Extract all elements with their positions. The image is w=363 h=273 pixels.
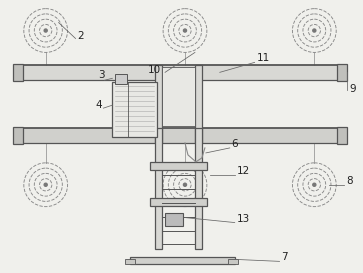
Text: 10: 10 bbox=[148, 65, 161, 75]
Bar bbox=[337, 127, 347, 144]
Circle shape bbox=[183, 183, 187, 186]
Bar bbox=[125, 259, 135, 264]
Circle shape bbox=[44, 183, 47, 186]
Bar bbox=[113, 82, 157, 137]
Bar bbox=[165, 213, 183, 225]
Bar bbox=[150, 162, 207, 170]
Circle shape bbox=[44, 29, 47, 32]
Text: 4: 4 bbox=[95, 100, 102, 110]
Text: 13: 13 bbox=[237, 213, 250, 224]
Bar bbox=[162, 67, 195, 126]
Text: 8: 8 bbox=[346, 176, 353, 186]
Circle shape bbox=[313, 183, 316, 186]
Bar bbox=[195, 65, 202, 143]
Bar bbox=[19, 65, 344, 80]
Bar bbox=[19, 128, 344, 143]
Text: 9: 9 bbox=[349, 84, 356, 94]
Bar bbox=[130, 257, 235, 264]
Text: 12: 12 bbox=[237, 166, 250, 176]
Circle shape bbox=[183, 29, 187, 32]
Bar bbox=[195, 128, 202, 250]
Bar bbox=[228, 259, 238, 264]
Text: 7: 7 bbox=[281, 252, 288, 262]
Bar bbox=[155, 65, 162, 143]
Bar bbox=[155, 128, 162, 250]
Text: 6: 6 bbox=[232, 139, 238, 149]
Text: 3: 3 bbox=[98, 70, 105, 80]
Bar bbox=[150, 198, 207, 206]
Circle shape bbox=[313, 29, 316, 32]
Bar bbox=[13, 127, 23, 144]
Bar bbox=[337, 64, 347, 81]
Bar bbox=[13, 64, 23, 81]
Text: 2: 2 bbox=[78, 31, 84, 41]
Text: 11: 11 bbox=[257, 54, 270, 63]
Bar bbox=[115, 74, 127, 84]
